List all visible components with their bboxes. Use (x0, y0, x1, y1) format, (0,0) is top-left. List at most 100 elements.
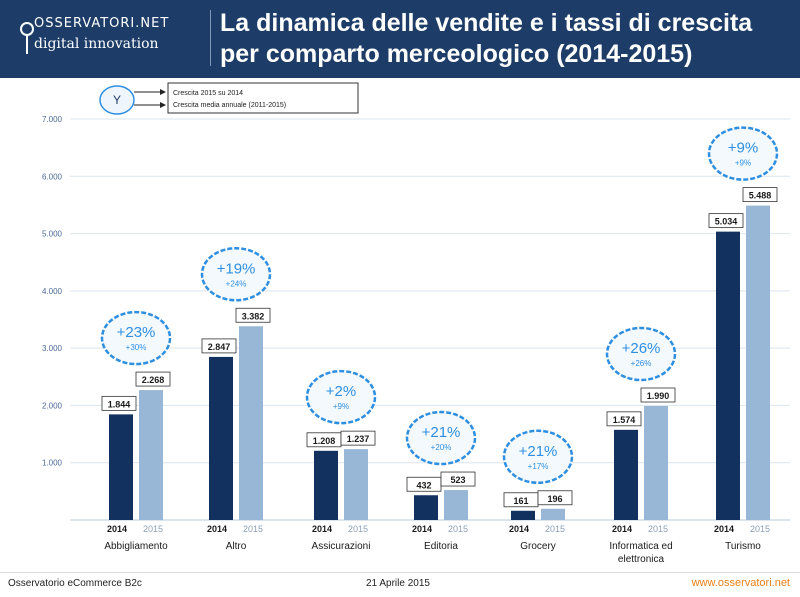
category-label: Grocery (520, 541, 556, 552)
year-label-2015: 2015 (750, 524, 770, 534)
growth-avg-label: +9% (735, 159, 751, 168)
footer-source: Osservatorio eCommerce B2c (8, 578, 142, 589)
category-label: Altro (226, 541, 247, 552)
data-label-box (640, 387, 676, 403)
bar-2015 (344, 449, 368, 520)
logo-text: OSSERVATORI.NET (34, 16, 170, 31)
growth-2015-label: +26% (622, 340, 661, 357)
year-label-2014: 2014 (207, 524, 227, 534)
category-label: Abbigliamento (104, 541, 168, 552)
data-label-2015: 1.990 (647, 391, 670, 401)
bar-chart: 1.000 2.000 3.000 4.000 5.000 6.000 7.000 Y Cres… (42, 82, 790, 565)
category-label: Turismo (725, 541, 761, 552)
bar-2014 (109, 414, 133, 520)
data-label-2015: 523 (450, 475, 465, 485)
year-label-2015: 2015 (448, 524, 468, 534)
growth-ellipse (100, 310, 172, 366)
data-label-box (201, 338, 237, 354)
data-label-2014: 2.847 (208, 342, 231, 352)
data-label-2015: 196 (547, 494, 562, 504)
data-label-2015: 3.382 (242, 311, 265, 321)
y-tick-label: 3.000 (42, 344, 63, 353)
data-label-box (101, 395, 137, 411)
data-label-2015: 1.237 (347, 434, 370, 444)
bar-2015 (239, 326, 263, 520)
growth-avg-label: +20% (431, 443, 452, 452)
footer-divider (0, 572, 800, 573)
y-tick-label: 1.000 (42, 459, 63, 468)
data-label-box (537, 490, 573, 506)
legend-box (167, 82, 359, 114)
data-label-box (340, 430, 376, 446)
growth-2015-label: +9% (728, 140, 758, 157)
data-label-2014: 5.034 (715, 217, 738, 227)
growth-2015-label: +23% (117, 324, 156, 341)
category-label: Informatica ed (609, 541, 672, 552)
growth-ellipse (605, 326, 677, 382)
bar-2015 (746, 205, 770, 520)
year-label-2014: 2014 (412, 524, 432, 534)
legend-item: Crescita 2015 su 2014 (173, 90, 243, 97)
growth-2015-label: +19% (217, 260, 256, 277)
growth-ellipse (200, 247, 272, 302)
data-label-2014: 1.844 (108, 399, 131, 409)
year-label-2015: 2015 (348, 524, 368, 534)
bar-2014 (414, 495, 438, 520)
year-label-2015: 2015 (545, 524, 565, 534)
footer-website: www.osservatori.net (691, 577, 790, 589)
legend-ellipse (99, 85, 135, 115)
growth-2015-label: +21% (422, 424, 461, 441)
legend-arrowhead (160, 102, 166, 108)
data-label-2015: 2.268 (142, 375, 165, 385)
growth-2015-label: +21% (519, 443, 558, 460)
year-label-2015: 2015 (143, 524, 163, 534)
bar-2015 (541, 508, 565, 520)
growth-ellipse (502, 429, 574, 485)
page-title: La dinamica delle vendite e i tassi di c… (220, 9, 753, 68)
data-label-2014: 432 (416, 480, 431, 490)
growth-avg-label: +26% (631, 359, 652, 368)
year-label-2014: 2014 (714, 524, 734, 534)
data-label-box (235, 307, 271, 323)
bar-2015 (644, 406, 668, 520)
y-tick-label: 6.000 (42, 172, 63, 181)
data-label-box (708, 213, 744, 229)
header-divider (210, 10, 211, 66)
year-label-2015: 2015 (648, 524, 668, 534)
growth-avg-label: +30% (126, 343, 147, 352)
growth-ellipse (305, 369, 377, 425)
footer-date: 21 Aprile 2015 (366, 578, 430, 589)
header-bar: OSSERVATORI.NET digital innovation La di… (0, 0, 800, 78)
bar-2014 (209, 356, 233, 520)
growth-avg-label: +9% (333, 402, 349, 411)
data-label-2014: 1.208 (313, 436, 336, 446)
legend-item: Crescita media annuale (2011-2015) (173, 102, 286, 109)
logo-stem-icon (26, 36, 28, 54)
bar-2015 (444, 490, 468, 520)
data-label-2014: 1.574 (613, 415, 636, 425)
legend-symbol: Y (113, 93, 121, 107)
year-label-2014: 2014 (612, 524, 632, 534)
category-label: elettronica (618, 554, 665, 565)
category-label: Assicurazioni (312, 541, 371, 552)
logo-tagline: digital innovation (34, 36, 159, 52)
data-label-2014: 161 (513, 496, 528, 506)
year-label-2014: 2014 (509, 524, 529, 534)
year-label-2014: 2014 (107, 524, 127, 534)
growth-avg-label: +24% (226, 279, 247, 288)
bar-2014 (614, 429, 638, 520)
data-label-box (606, 411, 642, 427)
bar-2014 (511, 510, 535, 520)
legend-arrowhead (160, 89, 166, 95)
bar-2014 (716, 231, 740, 520)
logo-keyhole-icon (20, 22, 34, 36)
growth-2015-label: +2% (326, 383, 356, 400)
y-tick-label: 7.000 (42, 115, 63, 124)
growth-ellipse (405, 410, 477, 466)
year-label-2014: 2014 (312, 524, 332, 534)
growth-avg-label: +17% (528, 462, 549, 471)
bar-2014 (314, 450, 338, 520)
growth-ellipse (707, 126, 779, 181)
data-label-box (440, 471, 476, 487)
